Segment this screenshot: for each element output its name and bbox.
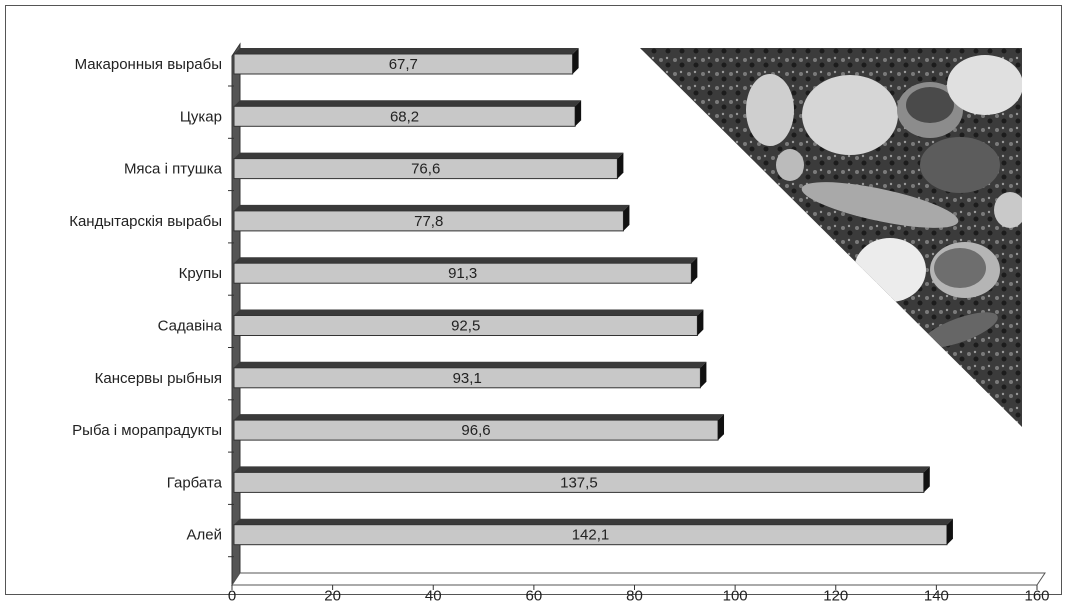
bar-end-face — [617, 152, 624, 179]
axis-floor — [231, 572, 1046, 586]
category-label: Алей — [187, 527, 222, 544]
category-label: Мяса і птушка — [124, 161, 223, 178]
bar-group: 137,5 — [233, 466, 930, 493]
category-label: Макаронныя вырабы — [75, 56, 222, 73]
x-tick-label: 100 — [723, 587, 748, 603]
bar-group: 91,3 — [233, 257, 698, 284]
bar-group: 96,6 — [233, 414, 725, 441]
bar-end-face — [575, 100, 582, 127]
bar-end-face — [718, 414, 725, 441]
category-label: Цукар — [180, 108, 222, 125]
data-label: 68,2 — [390, 108, 419, 125]
bar-group: 76,6 — [233, 152, 624, 180]
bar-top-face — [234, 518, 953, 525]
bar-top-face — [234, 257, 698, 264]
bar-top-face — [234, 48, 579, 54]
bar-end-face — [697, 309, 704, 336]
x-tick-label: 120 — [823, 587, 848, 603]
x-tick-label: 20 — [324, 587, 341, 603]
bar-top-face — [234, 100, 582, 107]
bar-group: 93,1 — [233, 361, 707, 389]
bar-top-face — [234, 152, 624, 159]
bar-end-face — [946, 518, 953, 545]
bar-top-face — [234, 414, 725, 421]
data-label: 137,5 — [560, 474, 598, 491]
bar-group: 77,8 — [233, 204, 630, 232]
category-label: Рыба і морапрадукты — [72, 422, 222, 439]
x-tick-label: 160 — [1024, 587, 1049, 603]
bar-end-face — [700, 361, 707, 388]
bar-group: 67,7 — [233, 48, 579, 75]
data-label: 92,5 — [451, 318, 480, 335]
bar-end-face — [923, 466, 930, 493]
bar-top-face — [234, 466, 930, 473]
data-label: 77,8 — [414, 213, 443, 230]
x-tick-label: 80 — [626, 587, 643, 603]
data-label: 91,3 — [448, 265, 477, 282]
bar-top-face — [234, 204, 630, 211]
bar-end-face — [572, 48, 579, 74]
bar-top-face — [234, 361, 707, 368]
category-label: Кансервы рыбныя — [95, 370, 222, 387]
x-tick-label: 60 — [526, 587, 543, 603]
bar-group: 92,5 — [233, 309, 704, 336]
category-labels: Макаронныя вырабы Цукар Мяса і птушка Канды… — [69, 56, 234, 558]
x-tick-label: 140 — [924, 587, 949, 603]
category-label: Кандытарскія вырабы — [69, 213, 222, 230]
category-label: Крупы — [179, 265, 222, 282]
data-label: 67,7 — [389, 56, 418, 73]
x-tick-label: 0 — [228, 587, 236, 603]
data-label: 76,6 — [411, 161, 440, 178]
x-axis-ticks: 0 20 40 60 80 100 120 140 160 — [228, 585, 1050, 603]
bar-end-face — [623, 204, 630, 231]
x-tick-label: 40 — [425, 587, 442, 603]
bar-end-face — [691, 257, 698, 284]
bar-group: 142,1 — [233, 518, 953, 546]
bars-layer: 67,7 68,2 76,6 77,8 91,3 92,5 93,1 96,6 137,5 142… — [233, 48, 953, 546]
data-label: 96,6 — [461, 422, 490, 439]
category-label: Садавіна — [158, 318, 223, 335]
category-label: Гарбата — [167, 474, 223, 491]
data-label: 93,1 — [453, 370, 482, 387]
bar-group: 68,2 — [233, 100, 582, 127]
data-label: 142,1 — [572, 527, 610, 544]
bar-top-face — [234, 309, 704, 316]
